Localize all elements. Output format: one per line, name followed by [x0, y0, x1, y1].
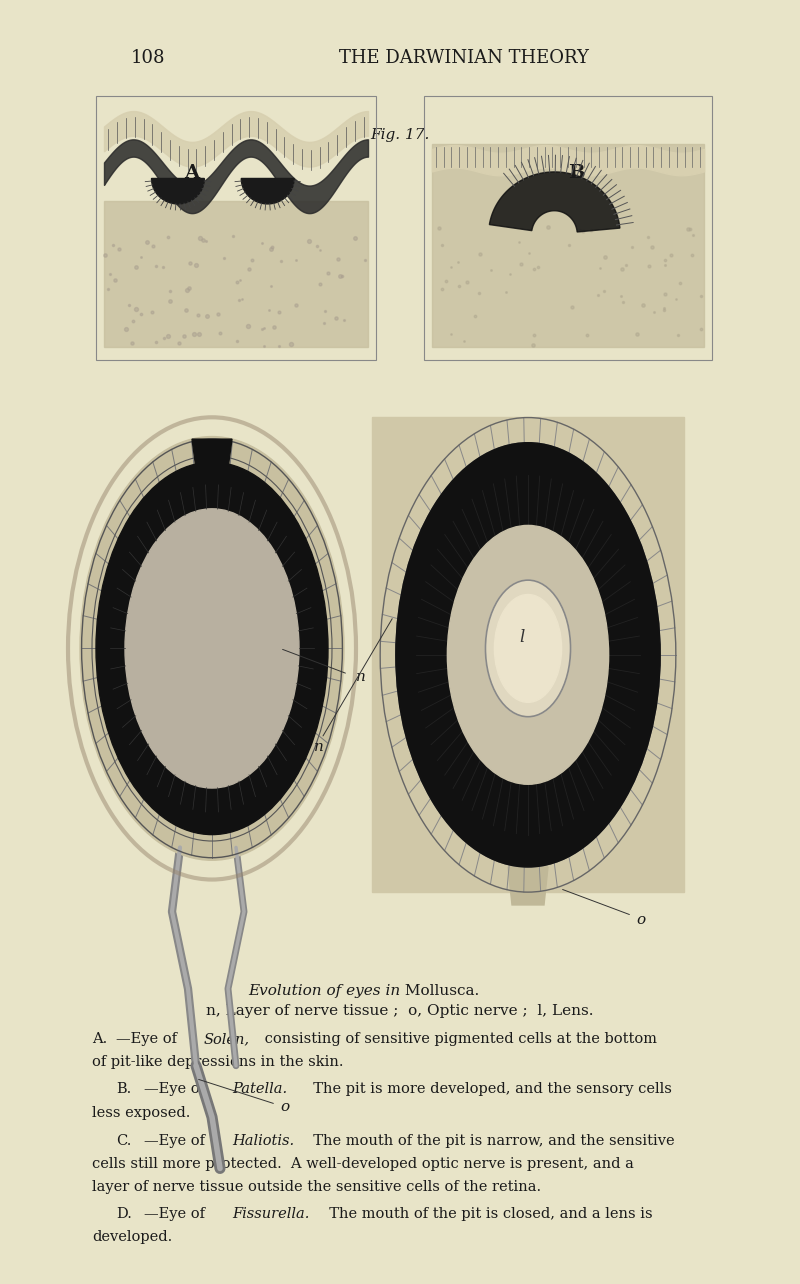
Text: n: n	[314, 740, 323, 754]
Circle shape	[447, 525, 609, 785]
Circle shape	[494, 594, 562, 702]
Circle shape	[96, 462, 328, 835]
Text: Evolution of eyes in: Evolution of eyes in	[248, 985, 400, 998]
Text: 108: 108	[130, 49, 166, 67]
Text: —Eye of: —Eye of	[144, 1134, 210, 1148]
Text: Fig. 17.: Fig. 17.	[370, 128, 430, 141]
Text: THE DARWINIAN THEORY: THE DARWINIAN THEORY	[339, 49, 589, 67]
Text: D: D	[535, 530, 553, 548]
Text: Solen,: Solen,	[204, 1032, 250, 1046]
Text: n: n	[356, 669, 366, 683]
Text: o: o	[636, 913, 645, 927]
Text: Patella.: Patella.	[232, 1082, 287, 1097]
Text: n, Layer of nerve tissue ;  o, Optic nerve ;  l, Lens.: n, Layer of nerve tissue ; o, Optic nerv…	[206, 1004, 594, 1017]
Text: Mollusca.: Mollusca.	[400, 985, 479, 998]
Text: C.: C.	[116, 1134, 131, 1148]
Text: C: C	[208, 473, 224, 490]
Text: The mouth of the pit is closed, and a lens is: The mouth of the pit is closed, and a le…	[320, 1207, 653, 1221]
Text: o: o	[280, 1099, 289, 1113]
Text: —Eye of: —Eye of	[144, 1207, 210, 1221]
Bar	[372, 417, 684, 892]
Polygon shape	[508, 867, 548, 905]
Bar	[96, 96, 376, 360]
Text: A: A	[185, 164, 199, 182]
Polygon shape	[192, 439, 232, 469]
Circle shape	[125, 508, 299, 788]
Polygon shape	[490, 172, 620, 232]
Text: less exposed.: less exposed.	[92, 1106, 190, 1120]
Text: —Eye of: —Eye of	[144, 1082, 210, 1097]
Text: consisting of sensitive pigmented cells at the bottom: consisting of sensitive pigmented cells …	[260, 1032, 657, 1046]
Text: A.: A.	[92, 1032, 107, 1046]
Polygon shape	[151, 178, 204, 204]
Text: Fissurella.: Fissurella.	[232, 1207, 310, 1221]
Circle shape	[486, 580, 570, 716]
Bar	[104, 200, 368, 347]
Bar	[424, 96, 712, 360]
Circle shape	[396, 443, 660, 867]
Text: B: B	[568, 164, 584, 182]
Text: developed.: developed.	[92, 1230, 172, 1244]
Circle shape	[80, 437, 344, 860]
Text: B.: B.	[116, 1082, 131, 1097]
Text: l: l	[519, 629, 524, 646]
Text: of pit-like depressions in the skin.: of pit-like depressions in the skin.	[92, 1055, 343, 1070]
Text: D.: D.	[116, 1207, 132, 1221]
Text: Haliotis.: Haliotis.	[232, 1134, 294, 1148]
Text: The pit is more developed, and the sensory cells: The pit is more developed, and the senso…	[304, 1082, 672, 1097]
Text: The mouth of the pit is narrow, and the sensitive: The mouth of the pit is narrow, and the …	[304, 1134, 674, 1148]
Text: —Eye of: —Eye of	[116, 1032, 182, 1046]
Bar	[432, 145, 704, 347]
Polygon shape	[242, 178, 294, 204]
Text: cells still more protected.  A well-developed optic nerve is present, and a: cells still more protected. A well-devel…	[92, 1157, 634, 1171]
Text: layer of nerve tissue outside the sensitive cells of the retina.: layer of nerve tissue outside the sensit…	[92, 1180, 541, 1194]
